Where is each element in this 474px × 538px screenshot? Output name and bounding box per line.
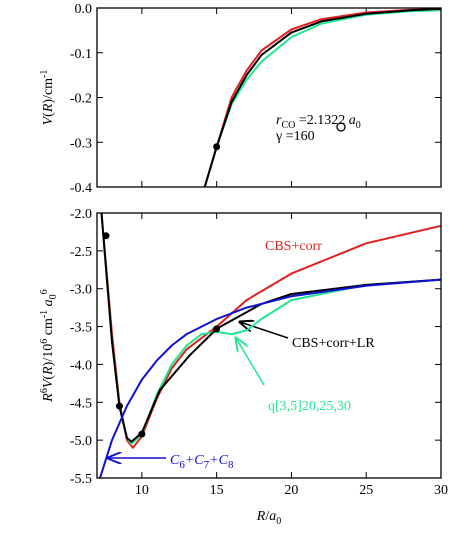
y-tick-label: -0.4 <box>70 181 92 196</box>
y-tick-label: -3.5 <box>70 321 92 336</box>
text-part: cm <box>41 318 56 339</box>
text-part: R <box>41 103 56 113</box>
y-tick-label: -2.0 <box>70 207 92 222</box>
legend-label: C6+C7+C8 <box>170 453 234 471</box>
x-tick-label: 25 <box>359 483 373 498</box>
y-tick-label: 0.0 <box>75 2 93 17</box>
text-part: =160 <box>282 129 314 144</box>
y-axis-label: V(R)/cm-1 <box>39 70 56 126</box>
y-tick-label: -4.0 <box>70 358 92 373</box>
arrow <box>236 338 265 386</box>
plot-frame <box>96 212 442 479</box>
legend-label: q[3,5]20,25,30 <box>268 399 351 414</box>
line-series <box>203 9 441 187</box>
text-part: C <box>170 453 180 468</box>
text-part: 6 <box>179 459 185 471</box>
data-point <box>115 402 123 410</box>
text-part: 7 <box>204 459 210 471</box>
text-part: 6 <box>39 339 50 344</box>
y-tick-label: -2.5 <box>70 245 92 260</box>
data-point <box>213 143 221 151</box>
y-tick-label: -0.2 <box>70 92 92 107</box>
text-part: -1 <box>39 70 50 78</box>
text-part: 0 <box>356 120 361 131</box>
text-part: / <box>265 509 269 524</box>
text-part: +C <box>185 453 204 468</box>
legend-label: CBS+corr+LR <box>292 336 375 351</box>
y-tick-label: -4.5 <box>70 396 92 411</box>
x-axis-label: R/a0 <box>256 509 281 527</box>
x-tick-label: 20 <box>284 483 298 498</box>
text-part: a <box>269 509 276 524</box>
text-part: γ <box>275 129 282 144</box>
text-part: 8 <box>228 459 234 471</box>
text-part: 0 <box>276 516 281 527</box>
line-series <box>99 278 441 478</box>
text-part: 6 <box>39 289 50 294</box>
text-part: R <box>41 393 56 403</box>
annotation: γ =160 <box>275 129 315 144</box>
text-part: a <box>41 299 56 310</box>
legend-label: CBS+corr <box>265 239 322 254</box>
text-part: r <box>276 113 282 128</box>
line-series <box>100 213 441 443</box>
text-part: =2.1322 <box>295 113 348 128</box>
arrow <box>240 322 289 339</box>
y-axis-label: R6V(R)/106 cm-1 a06 <box>39 289 59 402</box>
text-part: )/10 <box>41 344 56 367</box>
text-part: R <box>41 366 56 376</box>
symbol <box>336 122 346 132</box>
x-tick-label: 10 <box>135 483 149 498</box>
x-tick-label: 30 <box>434 483 448 498</box>
plot-frame <box>96 7 442 188</box>
x-tick-label: 15 <box>210 483 224 498</box>
text-part: -1 <box>39 310 50 318</box>
text-part: ( <box>41 375 56 380</box>
annotation: rCO =2.1322 a0 <box>276 113 361 131</box>
data-point <box>102 232 110 240</box>
y-tick-label: -0.3 <box>70 136 92 151</box>
text-part: +C <box>209 453 228 468</box>
text-part: CO <box>281 120 295 131</box>
text-part: a <box>349 113 356 128</box>
text-part: V <box>41 378 56 388</box>
data-point <box>138 430 146 438</box>
text-part: ( <box>41 112 56 117</box>
line-series <box>203 8 441 187</box>
text-part: V <box>41 115 56 125</box>
line-series <box>203 8 441 187</box>
y-tick-label: -0.1 <box>70 47 92 62</box>
data-point <box>213 325 221 333</box>
y-tick-label: -5.0 <box>70 434 92 449</box>
y-tick-label: -3.0 <box>70 283 92 298</box>
text-part: )/cm <box>41 78 56 104</box>
text-part: 6 <box>39 388 50 393</box>
y-tick-label: -5.5 <box>70 472 92 487</box>
text-part: 0 <box>48 294 59 299</box>
text-part: R <box>256 509 266 524</box>
